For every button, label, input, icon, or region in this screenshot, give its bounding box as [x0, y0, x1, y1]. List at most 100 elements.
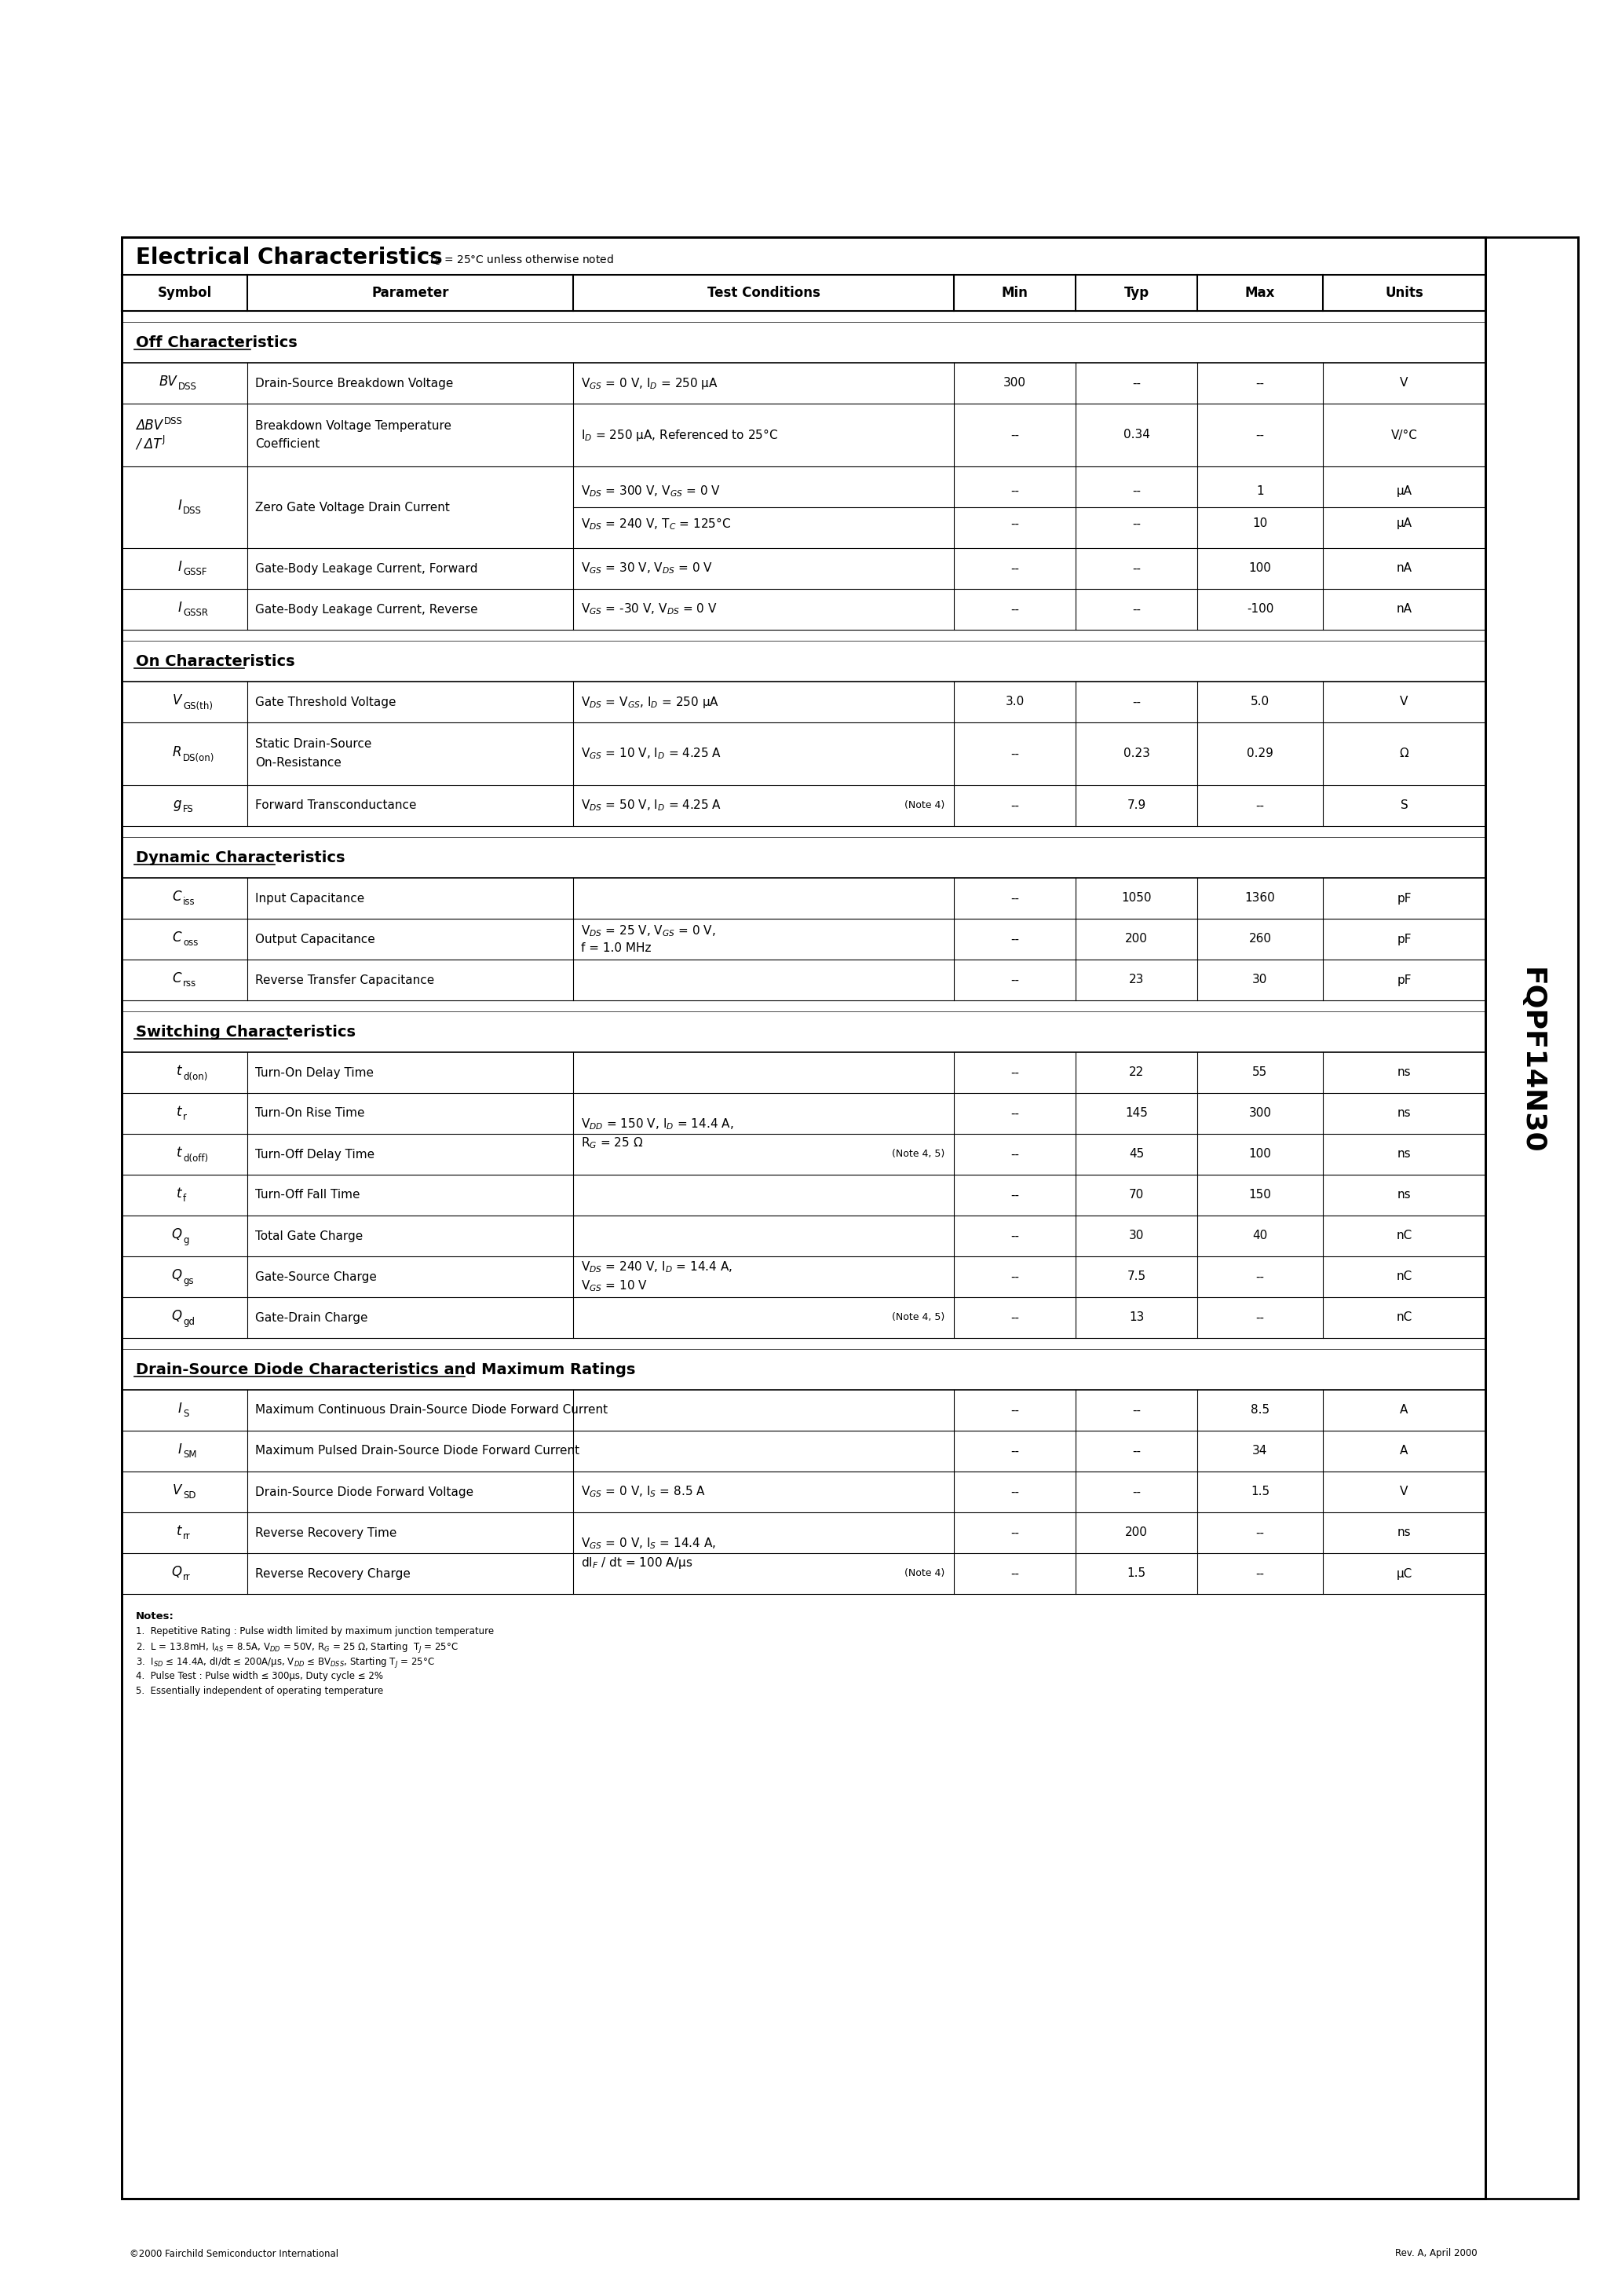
Text: (Note 4, 5): (Note 4, 5): [892, 1313, 944, 1322]
Text: t: t: [177, 1146, 182, 1159]
Text: A: A: [1400, 1405, 1408, 1417]
Text: --: --: [1255, 1527, 1265, 1538]
Text: 7.9: 7.9: [1127, 799, 1145, 810]
Text: Ω: Ω: [1400, 748, 1410, 760]
Text: gs: gs: [183, 1277, 193, 1286]
Text: 0.34: 0.34: [1122, 429, 1150, 441]
Text: --: --: [1011, 893, 1019, 905]
Text: Symbol: Symbol: [157, 285, 212, 301]
Text: --: --: [1255, 1568, 1265, 1580]
Text: --: --: [1255, 377, 1265, 388]
Text: S: S: [183, 1410, 188, 1419]
Text: pF: pF: [1397, 974, 1411, 985]
Text: ns: ns: [1397, 1068, 1411, 1079]
Text: 1: 1: [1257, 484, 1264, 496]
Text: --: --: [1255, 1272, 1265, 1283]
Text: I: I: [177, 602, 182, 615]
Text: μA: μA: [1397, 517, 1413, 530]
Text: Forward Transconductance: Forward Transconductance: [255, 799, 417, 810]
Text: Drain-Source Diode Characteristics and Maximum Ratings: Drain-Source Diode Characteristics and M…: [136, 1362, 636, 1378]
Text: ns: ns: [1397, 1189, 1411, 1201]
Text: --: --: [1255, 1311, 1265, 1322]
Text: --: --: [1132, 517, 1140, 530]
Text: Rev. A, April 2000: Rev. A, April 2000: [1395, 2248, 1478, 2259]
Text: V$_{GS}$ = 10 V, I$_D$ = 4.25 A: V$_{GS}$ = 10 V, I$_D$ = 4.25 A: [581, 746, 722, 762]
Text: Q: Q: [170, 1566, 182, 1580]
Text: V: V: [1400, 1486, 1408, 1497]
Text: t: t: [177, 1187, 182, 1201]
Text: 0.29: 0.29: [1247, 748, 1273, 760]
Text: Reverse Recovery Charge: Reverse Recovery Charge: [255, 1568, 410, 1580]
Text: --: --: [1011, 1068, 1019, 1079]
Text: g: g: [183, 1235, 188, 1244]
Text: Test Conditions: Test Conditions: [707, 285, 821, 301]
Text: Q: Q: [170, 1267, 182, 1281]
Text: V/°C: V/°C: [1390, 429, 1418, 441]
Text: 300: 300: [1004, 377, 1027, 388]
Text: I$_D$ = 250 μA, Referenced to 25°C: I$_D$ = 250 μA, Referenced to 25°C: [581, 427, 779, 443]
Text: V$_{DS}$ = 50 V, I$_D$ = 4.25 A: V$_{DS}$ = 50 V, I$_D$ = 4.25 A: [581, 799, 722, 813]
Text: I: I: [177, 560, 182, 574]
Text: 45: 45: [1129, 1148, 1144, 1159]
Text: --: --: [1011, 484, 1019, 496]
Text: T$_C$ = 25°C unless otherwise noted: T$_C$ = 25°C unless otherwise noted: [428, 253, 613, 266]
Text: 10: 10: [1252, 517, 1268, 530]
Text: --: --: [1011, 799, 1019, 810]
Text: pF: pF: [1397, 893, 1411, 905]
Text: --: --: [1132, 604, 1140, 615]
Text: --: --: [1132, 563, 1140, 574]
Text: --: --: [1011, 1444, 1019, 1458]
Text: --: --: [1011, 974, 1019, 985]
Text: Gate-Drain Charge: Gate-Drain Charge: [255, 1311, 368, 1322]
Text: Maximum Continuous Drain-Source Diode Forward Current: Maximum Continuous Drain-Source Diode Fo…: [255, 1405, 608, 1417]
Text: --: --: [1132, 1486, 1140, 1497]
Text: Drain-Source Breakdown Voltage: Drain-Source Breakdown Voltage: [255, 377, 453, 388]
Text: Max: Max: [1246, 285, 1275, 301]
Text: pF: pF: [1397, 932, 1411, 946]
Text: Typ: Typ: [1124, 285, 1148, 301]
Text: 55: 55: [1252, 1068, 1268, 1079]
Text: Turn-Off Fall Time: Turn-Off Fall Time: [255, 1189, 360, 1201]
Text: 3.  I$_{SD}$ ≤ 14.4A, dI/dt ≤ 200A/μs, V$_{DD}$ ≤ BV$_{DSS}$, Starting T$_J$ = 2: 3. I$_{SD}$ ≤ 14.4A, dI/dt ≤ 200A/μs, V$…: [136, 1655, 435, 1669]
Text: Q: Q: [170, 1309, 182, 1322]
Text: V$_{GS}$ = 10 V: V$_{GS}$ = 10 V: [581, 1279, 647, 1293]
Text: nA: nA: [1397, 604, 1413, 615]
Text: μA: μA: [1397, 484, 1413, 496]
Bar: [1486, 236, 1578, 2200]
Text: 1360: 1360: [1244, 893, 1275, 905]
Text: 1.  Repetitive Rating : Pulse width limited by maximum junction temperature: 1. Repetitive Rating : Pulse width limit…: [136, 1626, 495, 1637]
Text: 260: 260: [1249, 932, 1272, 946]
Text: rr: rr: [183, 1531, 190, 1543]
Text: C: C: [172, 889, 182, 905]
Text: V$_{GS}$ = 30 V, V$_{DS}$ = 0 V: V$_{GS}$ = 30 V, V$_{DS}$ = 0 V: [581, 560, 714, 576]
Text: DS(on): DS(on): [183, 753, 214, 762]
Text: DSS: DSS: [178, 381, 196, 393]
Text: Drain-Source Diode Forward Voltage: Drain-Source Diode Forward Voltage: [255, 1486, 474, 1497]
Text: Gate-Body Leakage Current, Forward: Gate-Body Leakage Current, Forward: [255, 563, 478, 574]
Text: --: --: [1011, 1107, 1019, 1120]
Text: R: R: [172, 746, 182, 760]
Text: --: --: [1011, 1405, 1019, 1417]
Text: gd: gd: [183, 1316, 195, 1327]
Text: 0.23: 0.23: [1122, 748, 1150, 760]
Text: 5.0: 5.0: [1251, 696, 1270, 707]
Text: V$_{DS}$ = 240 V, I$_D$ = 14.4 A,: V$_{DS}$ = 240 V, I$_D$ = 14.4 A,: [581, 1261, 733, 1274]
Text: Coefficient: Coefficient: [255, 439, 320, 450]
Text: Min: Min: [1001, 285, 1028, 301]
Text: V$_{DS}$ = V$_{GS}$, I$_D$ = 250 μA: V$_{DS}$ = V$_{GS}$, I$_D$ = 250 μA: [581, 693, 719, 709]
Text: nC: nC: [1397, 1311, 1413, 1322]
Text: SD: SD: [183, 1490, 196, 1502]
Text: Dynamic Characteristics: Dynamic Characteristics: [136, 850, 345, 866]
Text: (Note 4): (Note 4): [903, 1568, 944, 1580]
Text: 13: 13: [1129, 1311, 1144, 1322]
Text: ns: ns: [1397, 1107, 1411, 1120]
Text: oss: oss: [183, 939, 198, 948]
Text: V: V: [1400, 377, 1408, 388]
Text: --: --: [1011, 563, 1019, 574]
Text: ns: ns: [1397, 1148, 1411, 1159]
Text: 100: 100: [1249, 563, 1272, 574]
Text: 70: 70: [1129, 1189, 1144, 1201]
Text: ΔBV: ΔBV: [136, 418, 162, 432]
Text: I: I: [177, 498, 182, 512]
Text: Units: Units: [1385, 285, 1422, 301]
